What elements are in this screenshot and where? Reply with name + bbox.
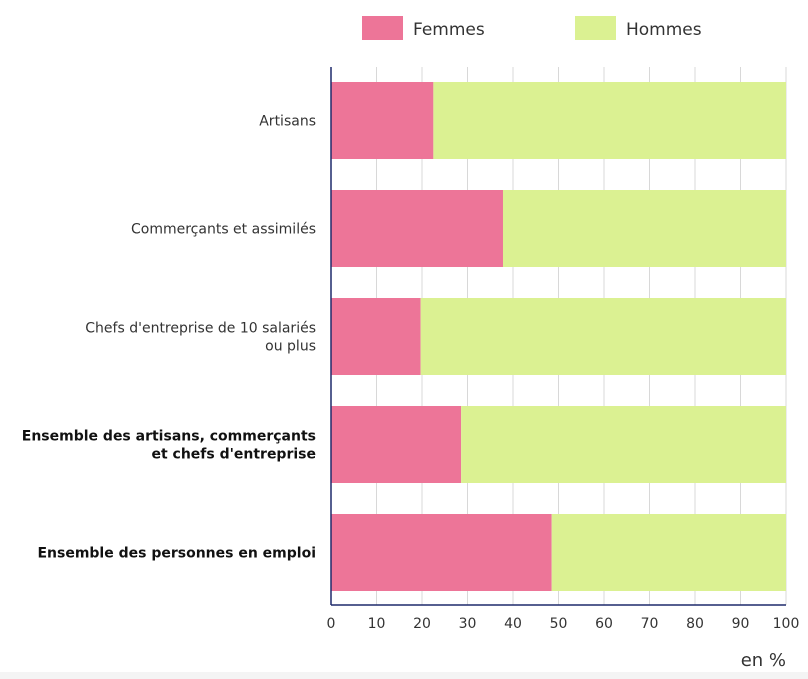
bar-hommes <box>420 298 786 375</box>
x-tick-label: 40 <box>504 616 522 632</box>
bar-femmes <box>331 190 503 267</box>
legend-swatch-femmes <box>362 16 403 40</box>
bottom-strip <box>0 672 808 679</box>
unit-label: en % <box>741 650 786 671</box>
category-label: Ensemble des artisans, commerçants et che… <box>22 429 316 463</box>
category-label: Chefs d'entreprise de 10 salariés ou plus <box>85 321 316 355</box>
bars <box>331 82 786 591</box>
x-tick-label: 0 <box>327 616 336 632</box>
bar-hommes <box>502 190 786 267</box>
category-label: Commerçants et assimilés <box>131 222 316 238</box>
x-tick-labels: 0 10 20 30 40 50 60 70 80 90 100 <box>327 616 800 632</box>
bar-femmes <box>331 82 434 159</box>
bar-femmes <box>331 406 462 483</box>
legend-label-femmes: Femmes <box>413 20 485 40</box>
x-tick-label: 20 <box>413 616 431 632</box>
x-tick-label: 90 <box>732 616 750 632</box>
x-tick-label: 100 <box>773 616 800 632</box>
bar-femmes <box>331 514 552 591</box>
x-tick-label: 70 <box>641 616 659 632</box>
bar-femmes <box>331 298 421 375</box>
bar-hommes <box>551 514 786 591</box>
bar-hommes <box>461 406 786 483</box>
category-label: Ensemble des personnes en emploi <box>37 546 316 562</box>
x-tick-label: 10 <box>368 616 386 632</box>
category-labels: Artisans Commerçants et assimilés Chefs d'… <box>22 114 316 562</box>
x-tick-label: 50 <box>550 616 568 632</box>
x-tick-label: 30 <box>459 616 477 632</box>
legend-label-hommes: Hommes <box>626 20 702 40</box>
x-tick-label: 80 <box>686 616 704 632</box>
bar-hommes <box>433 82 786 159</box>
legend: Femmes Hommes <box>362 16 702 40</box>
category-label: Artisans <box>259 114 316 130</box>
legend-swatch-hommes <box>575 16 616 40</box>
x-tick-label: 60 <box>595 616 613 632</box>
